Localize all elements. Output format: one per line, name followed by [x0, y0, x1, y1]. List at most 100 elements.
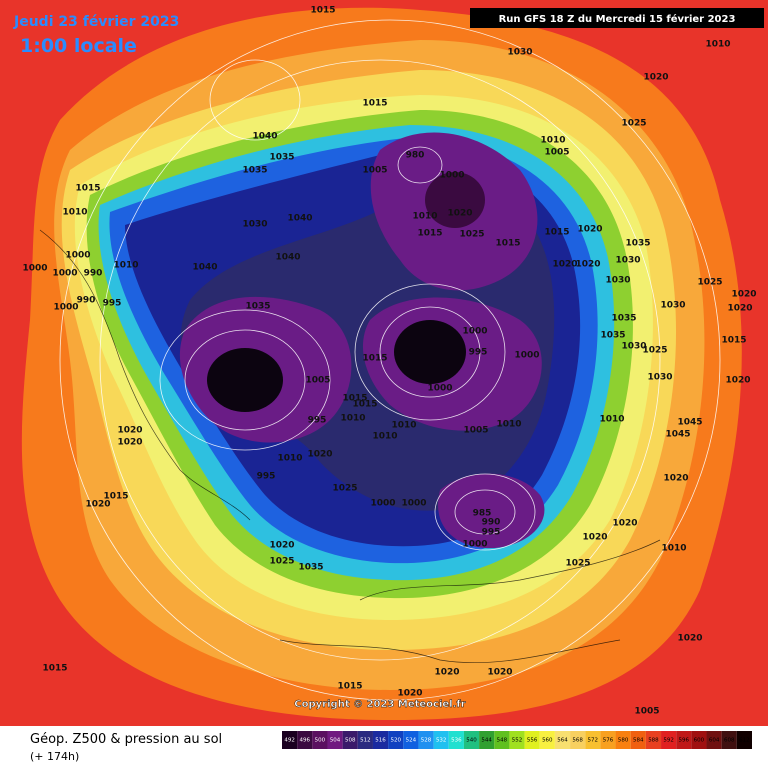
legend-label: 572	[588, 738, 599, 744]
legend-label: 568	[572, 738, 583, 744]
legend-swatch	[463, 731, 480, 749]
isobar-label: 1005	[305, 376, 330, 386]
isobar-label: 1035	[298, 563, 323, 573]
caption-title: Géop. Z500 & pression au sol	[30, 732, 222, 747]
isobar-label: 1010	[372, 432, 397, 442]
legend-swatch	[600, 731, 616, 749]
run-box	[470, 8, 764, 28]
legend-swatch	[661, 731, 677, 749]
isobar-label: 1015	[495, 239, 520, 249]
isobar-label: 1010	[391, 421, 416, 431]
isobar-label: 1020	[577, 225, 602, 235]
isobar-label: 1035	[625, 239, 650, 249]
isobar-label: 990	[482, 518, 501, 528]
isobar-label: 1005	[634, 707, 659, 717]
legend-label: 524	[406, 738, 417, 744]
legend-label: 516	[375, 738, 386, 744]
isobar-label: 1030	[605, 276, 630, 286]
isobar-label: 1025	[642, 346, 667, 356]
isobar-label: 1010	[277, 454, 302, 464]
isobar-label: 1000	[462, 327, 487, 337]
isobar-label: 1020	[727, 304, 752, 314]
isobar-label: 1000	[22, 264, 47, 274]
isobar-label: 1040	[192, 263, 217, 273]
legend-swatch	[539, 731, 555, 749]
legend-label: 588	[648, 738, 659, 744]
legend-swatch	[297, 731, 313, 749]
legend-label: 500	[315, 738, 326, 744]
isobar-label: 1035	[245, 302, 270, 312]
isobar-label: 995	[469, 348, 488, 358]
legend-swatch	[524, 731, 540, 749]
isobar-label: 1020	[552, 260, 577, 270]
legend-label: 496	[299, 738, 310, 744]
isobar-label: 1010	[705, 40, 730, 50]
isobar-label: 1000	[370, 499, 395, 509]
legend-swatch	[342, 731, 358, 749]
isobar-label: 1035	[611, 314, 636, 324]
isobar-label: 1020	[725, 376, 750, 386]
legend-label: 508	[345, 738, 356, 744]
isobar-label: 1020	[643, 73, 668, 83]
legend-label: 560	[542, 738, 553, 744]
isobar-label: 1045	[665, 430, 690, 440]
isobar-label: 1040	[275, 253, 300, 263]
legend-label: 580	[618, 738, 629, 744]
isobar-label: 1030	[615, 256, 640, 266]
legend-swatch	[585, 731, 601, 749]
isobar-label: 1035	[600, 331, 625, 341]
isobar-label: 1015	[417, 229, 442, 239]
legend-swatch	[736, 731, 752, 749]
isobar-label: 1020	[117, 426, 142, 436]
isobar-label: 1025	[332, 484, 357, 494]
legend-label: 596	[679, 738, 690, 744]
isobar-label: 1020	[307, 450, 332, 460]
isobar-label: 1030	[647, 373, 672, 383]
legend-swatch	[570, 731, 586, 749]
run-info: Run GFS 18 Z du Mercredi 15 février 2023	[499, 13, 736, 25]
isobar-label: 1020	[117, 438, 142, 448]
legend-label: 504	[330, 738, 341, 744]
isobar-label: 1025	[565, 559, 590, 569]
legend-label: 604	[709, 738, 720, 744]
isobar-label: 1000	[401, 499, 426, 509]
legend-label: 552	[512, 738, 523, 744]
isobar-label: 1030	[660, 301, 685, 311]
forecast-date: Jeudi 23 février 2023	[13, 14, 179, 30]
isobar-label: 1000	[439, 171, 464, 181]
legend-swatch	[282, 731, 298, 749]
legend-label: 532	[436, 738, 447, 744]
isobar-label: 1020	[85, 500, 110, 510]
legend-swatch	[691, 731, 707, 749]
isobar-label: 1020	[663, 474, 688, 484]
isobar-label: 1010	[599, 415, 624, 425]
isobar-label: 1040	[287, 214, 312, 224]
isobar-label: 1000	[514, 351, 539, 361]
isobar-label: 995	[103, 299, 122, 309]
isobar-label: 1030	[242, 220, 267, 230]
legend-label: 608	[724, 738, 735, 744]
isobar-label: 1035	[269, 153, 294, 163]
isobar-label: 1020	[575, 260, 600, 270]
isobar-label: 1040	[252, 132, 277, 142]
isobar-label: 1000	[52, 269, 77, 279]
isobar-label: 1010	[340, 414, 365, 424]
isobar-label: 1015	[362, 99, 387, 109]
isobar-label: 1025	[459, 230, 484, 240]
legend-swatch	[388, 731, 404, 749]
legend-label: 600	[694, 738, 705, 744]
color-legend: 492 496 500 504 508 512 516 520 524 528 532 536 540 5…	[282, 731, 752, 749]
copyright: Copyright © 2023 Meteociel.fr	[294, 699, 465, 710]
legend-swatch	[448, 731, 464, 749]
isobar-label: 1020	[677, 634, 702, 644]
isobar-label: 1015	[352, 400, 377, 410]
isobars	[39, 19, 721, 701]
legend-swatch	[312, 731, 328, 749]
caption-lead: (+ 174h)	[30, 750, 79, 763]
isobar-label: 1015	[75, 184, 100, 194]
isobar-label: 1030	[507, 48, 532, 58]
isobar-label: 1000	[53, 303, 78, 313]
legend-label: 592	[663, 738, 674, 744]
legend-swatch	[676, 731, 692, 749]
